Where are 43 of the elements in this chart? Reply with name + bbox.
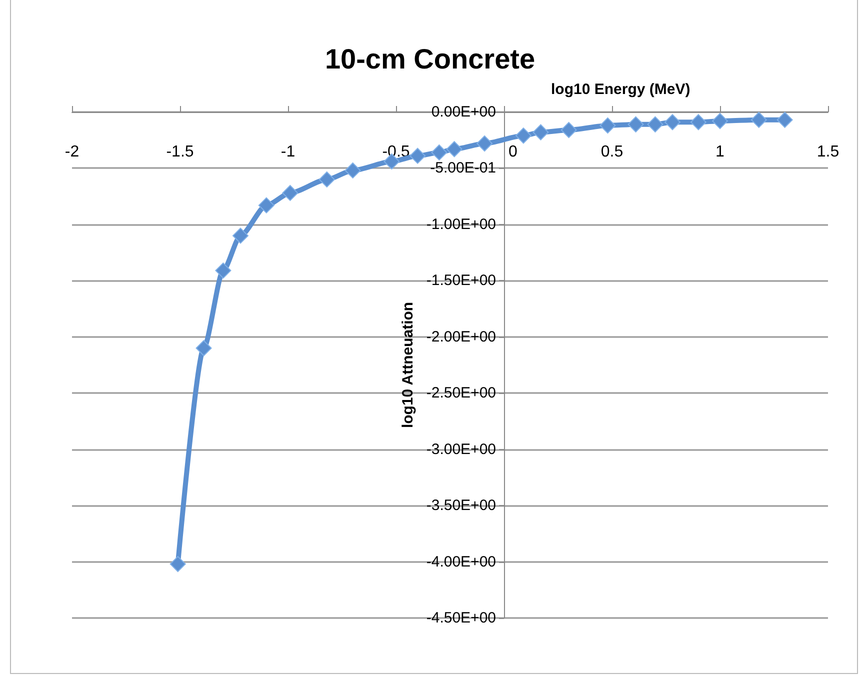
point [344,162,361,178]
x-tick-label: 1.5 [816,144,840,160]
y-tick-label: -4.00E+00 [426,553,496,570]
point [410,148,426,164]
point [776,112,793,128]
y-tick-label: -3.00E+00 [426,440,496,458]
y-axis-title: log10 Attneuation [399,302,416,428]
y-tick-label: -2.00E+00 [426,328,496,346]
y-tick-label: -2.50E+00 [426,384,496,402]
y-tick-label: -3.50E+00 [426,497,496,514]
point [600,117,616,134]
x-tick-label: -1 [280,144,296,160]
x-tick-label: 1 [716,144,725,160]
point [628,116,644,132]
y-tick-label: 0.00E+00 [431,104,496,120]
x-tick-label: 0 [508,144,518,160]
y-tick-label: -1.50E+00 [426,272,496,290]
point [690,114,706,130]
chart-title: 10-cm Concrete [324,44,536,74]
point [431,144,448,160]
point [318,171,335,188]
point [532,124,549,140]
point [446,141,462,158]
point [476,135,493,152]
point [515,128,532,144]
x-tick-label: 0.5 [600,144,624,160]
x-axis-title: log10 Energy (MeV) [551,81,690,98]
point [258,197,274,214]
point [196,340,212,356]
point [750,112,767,128]
point [712,112,728,129]
x-tick-label: -1.5 [166,144,194,160]
y-tick-label: -4.50E+00 [426,610,496,626]
y-tick-label: -1.00E+00 [426,216,496,233]
point [647,116,664,132]
point [282,184,298,201]
point [560,122,577,138]
point [170,556,186,572]
y-tick-label: -5.00E-01 [430,160,496,177]
x-tick-label: -2 [64,144,80,160]
point [232,228,248,244]
point [664,114,680,130]
point [215,262,232,279]
